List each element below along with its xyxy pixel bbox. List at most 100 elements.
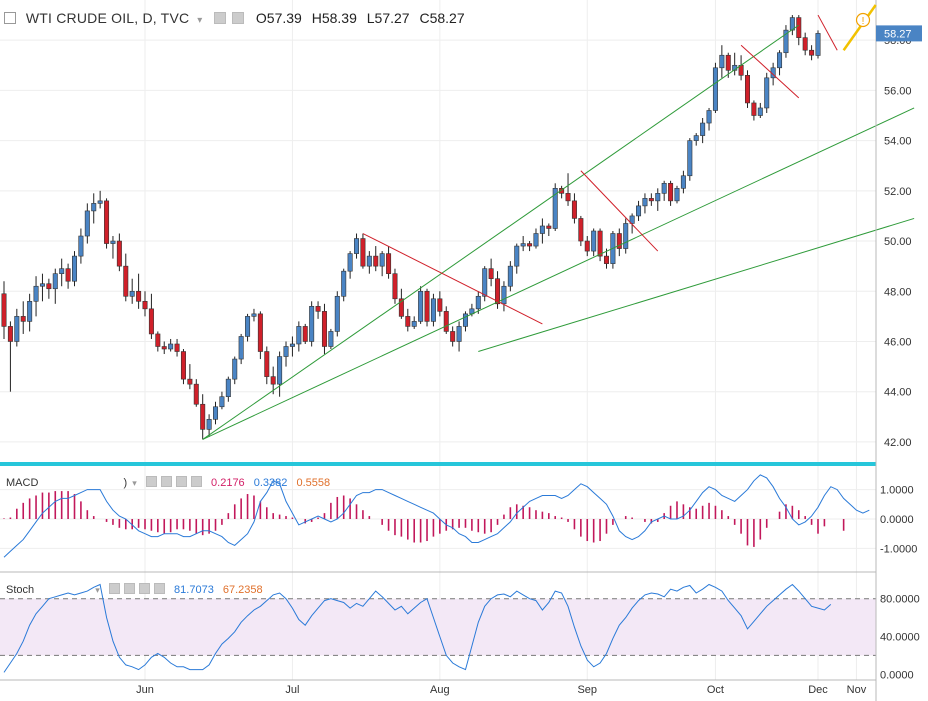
candle-up [520, 243, 526, 247]
candle-up [379, 253, 385, 267]
plus-icon[interactable] [138, 583, 150, 594]
candle-up [456, 326, 462, 342]
trendline [817, 14, 838, 51]
chevron-down-icon[interactable]: ▾ [132, 478, 137, 488]
candle-down [443, 311, 449, 332]
low-value: L57.27 [366, 10, 410, 26]
y-tick-label: 40.0000 [880, 632, 920, 644]
candle-down [565, 193, 571, 202]
symbol-title[interactable]: WTI CRUDE OIL, D, TVC [25, 10, 190, 26]
eye-icon[interactable] [214, 12, 227, 24]
candle-up [815, 33, 821, 56]
y-tick-label: -1.0000 [880, 543, 917, 555]
candle-down [1, 293, 7, 327]
candle-down [424, 290, 430, 322]
candle-up [655, 193, 661, 202]
projection-arrow [842, 4, 877, 51]
candle-up [72, 255, 78, 282]
candle-up [552, 188, 558, 229]
candle-down [373, 255, 379, 267]
candle-up [712, 67, 718, 111]
chart-header: WTI CRUDE OIL, D, TVC ▾ O57.39 H58.39 L5… [4, 10, 471, 26]
macd-line [3, 474, 870, 558]
eye-icon[interactable] [108, 583, 120, 594]
candle-up [277, 356, 283, 385]
stoch-d-value: 67.2358 [222, 584, 263, 596]
macd-label[interactable]: MACD [6, 477, 39, 489]
last-price-badge [876, 25, 922, 42]
candle-up [84, 210, 90, 237]
candle-down [616, 233, 622, 249]
candle-down [104, 200, 110, 244]
candle-down [398, 298, 404, 317]
candle-down [123, 265, 129, 297]
candle-up [661, 182, 667, 194]
stoch-label[interactable]: Stoch [6, 584, 35, 596]
trendline [202, 24, 800, 440]
candle-up [97, 200, 103, 204]
candle-up [213, 406, 219, 420]
candle-up [719, 54, 725, 69]
ohlc-values: O57.39 H58.39 L57.27 C58.27 [256, 10, 471, 26]
y-tick-label: 56.00 [884, 85, 912, 97]
candle-up [334, 295, 340, 332]
gear-icon[interactable] [123, 583, 135, 594]
trendline [740, 44, 800, 99]
candle-down [161, 346, 167, 350]
chevron-down-icon[interactable]: ▾ [95, 585, 100, 595]
stoch-band [0, 598, 876, 656]
y-tick-label: 50.00 [884, 236, 912, 248]
eye-icon[interactable] [145, 476, 157, 487]
candle-up [354, 238, 360, 254]
x-tick-label: Nov [847, 684, 867, 696]
macd-legend: MACD ) ▾ 0.2176 0.3382 0.5558 [6, 476, 330, 489]
candle-up [629, 215, 635, 224]
candle-up [501, 285, 507, 305]
gear-icon[interactable] [160, 476, 172, 487]
candle-down [751, 102, 757, 116]
candle-up [366, 255, 372, 267]
candle-down [597, 230, 603, 257]
close-icon[interactable] [153, 583, 165, 594]
collapse-icon[interactable] [4, 12, 16, 24]
candle-down [802, 37, 808, 51]
plus-icon[interactable] [175, 476, 187, 487]
candle-up [680, 175, 686, 189]
candle-down [546, 225, 552, 229]
candle-up [764, 77, 770, 109]
candle-down [392, 273, 398, 300]
candle-down [360, 238, 366, 267]
candle-down [20, 316, 26, 322]
close-icon[interactable] [190, 476, 202, 487]
candle-up [238, 336, 244, 360]
gear-icon[interactable] [232, 12, 244, 24]
candle-down [437, 298, 443, 312]
candle-up [674, 188, 680, 202]
candle-up [507, 265, 513, 287]
candle-down [668, 182, 674, 202]
stoch-k-value: 81.7073 [174, 584, 214, 596]
trendline [202, 107, 915, 440]
candle-up [514, 245, 520, 267]
candle-up [129, 290, 135, 297]
candle-up [706, 110, 712, 124]
trendlines [202, 14, 915, 440]
last-price-text: 58.27 [884, 28, 912, 40]
y-tick-label: 80.0000 [880, 594, 920, 606]
candle-down [180, 351, 186, 380]
candle-down [495, 278, 501, 305]
candle-up [623, 223, 629, 249]
candle-down [65, 268, 71, 282]
stoch-k-line [3, 583, 832, 673]
candle-up [591, 230, 597, 252]
candle-down [193, 383, 199, 405]
candle-up [783, 29, 789, 54]
candle-up [642, 198, 648, 207]
trendline [478, 217, 915, 352]
candle-down [155, 333, 161, 347]
chevron-down-icon[interactable]: ▾ [197, 15, 203, 26]
candle-up [296, 326, 302, 345]
x-tick-label: Jun [136, 684, 154, 696]
candle-up [289, 343, 295, 347]
